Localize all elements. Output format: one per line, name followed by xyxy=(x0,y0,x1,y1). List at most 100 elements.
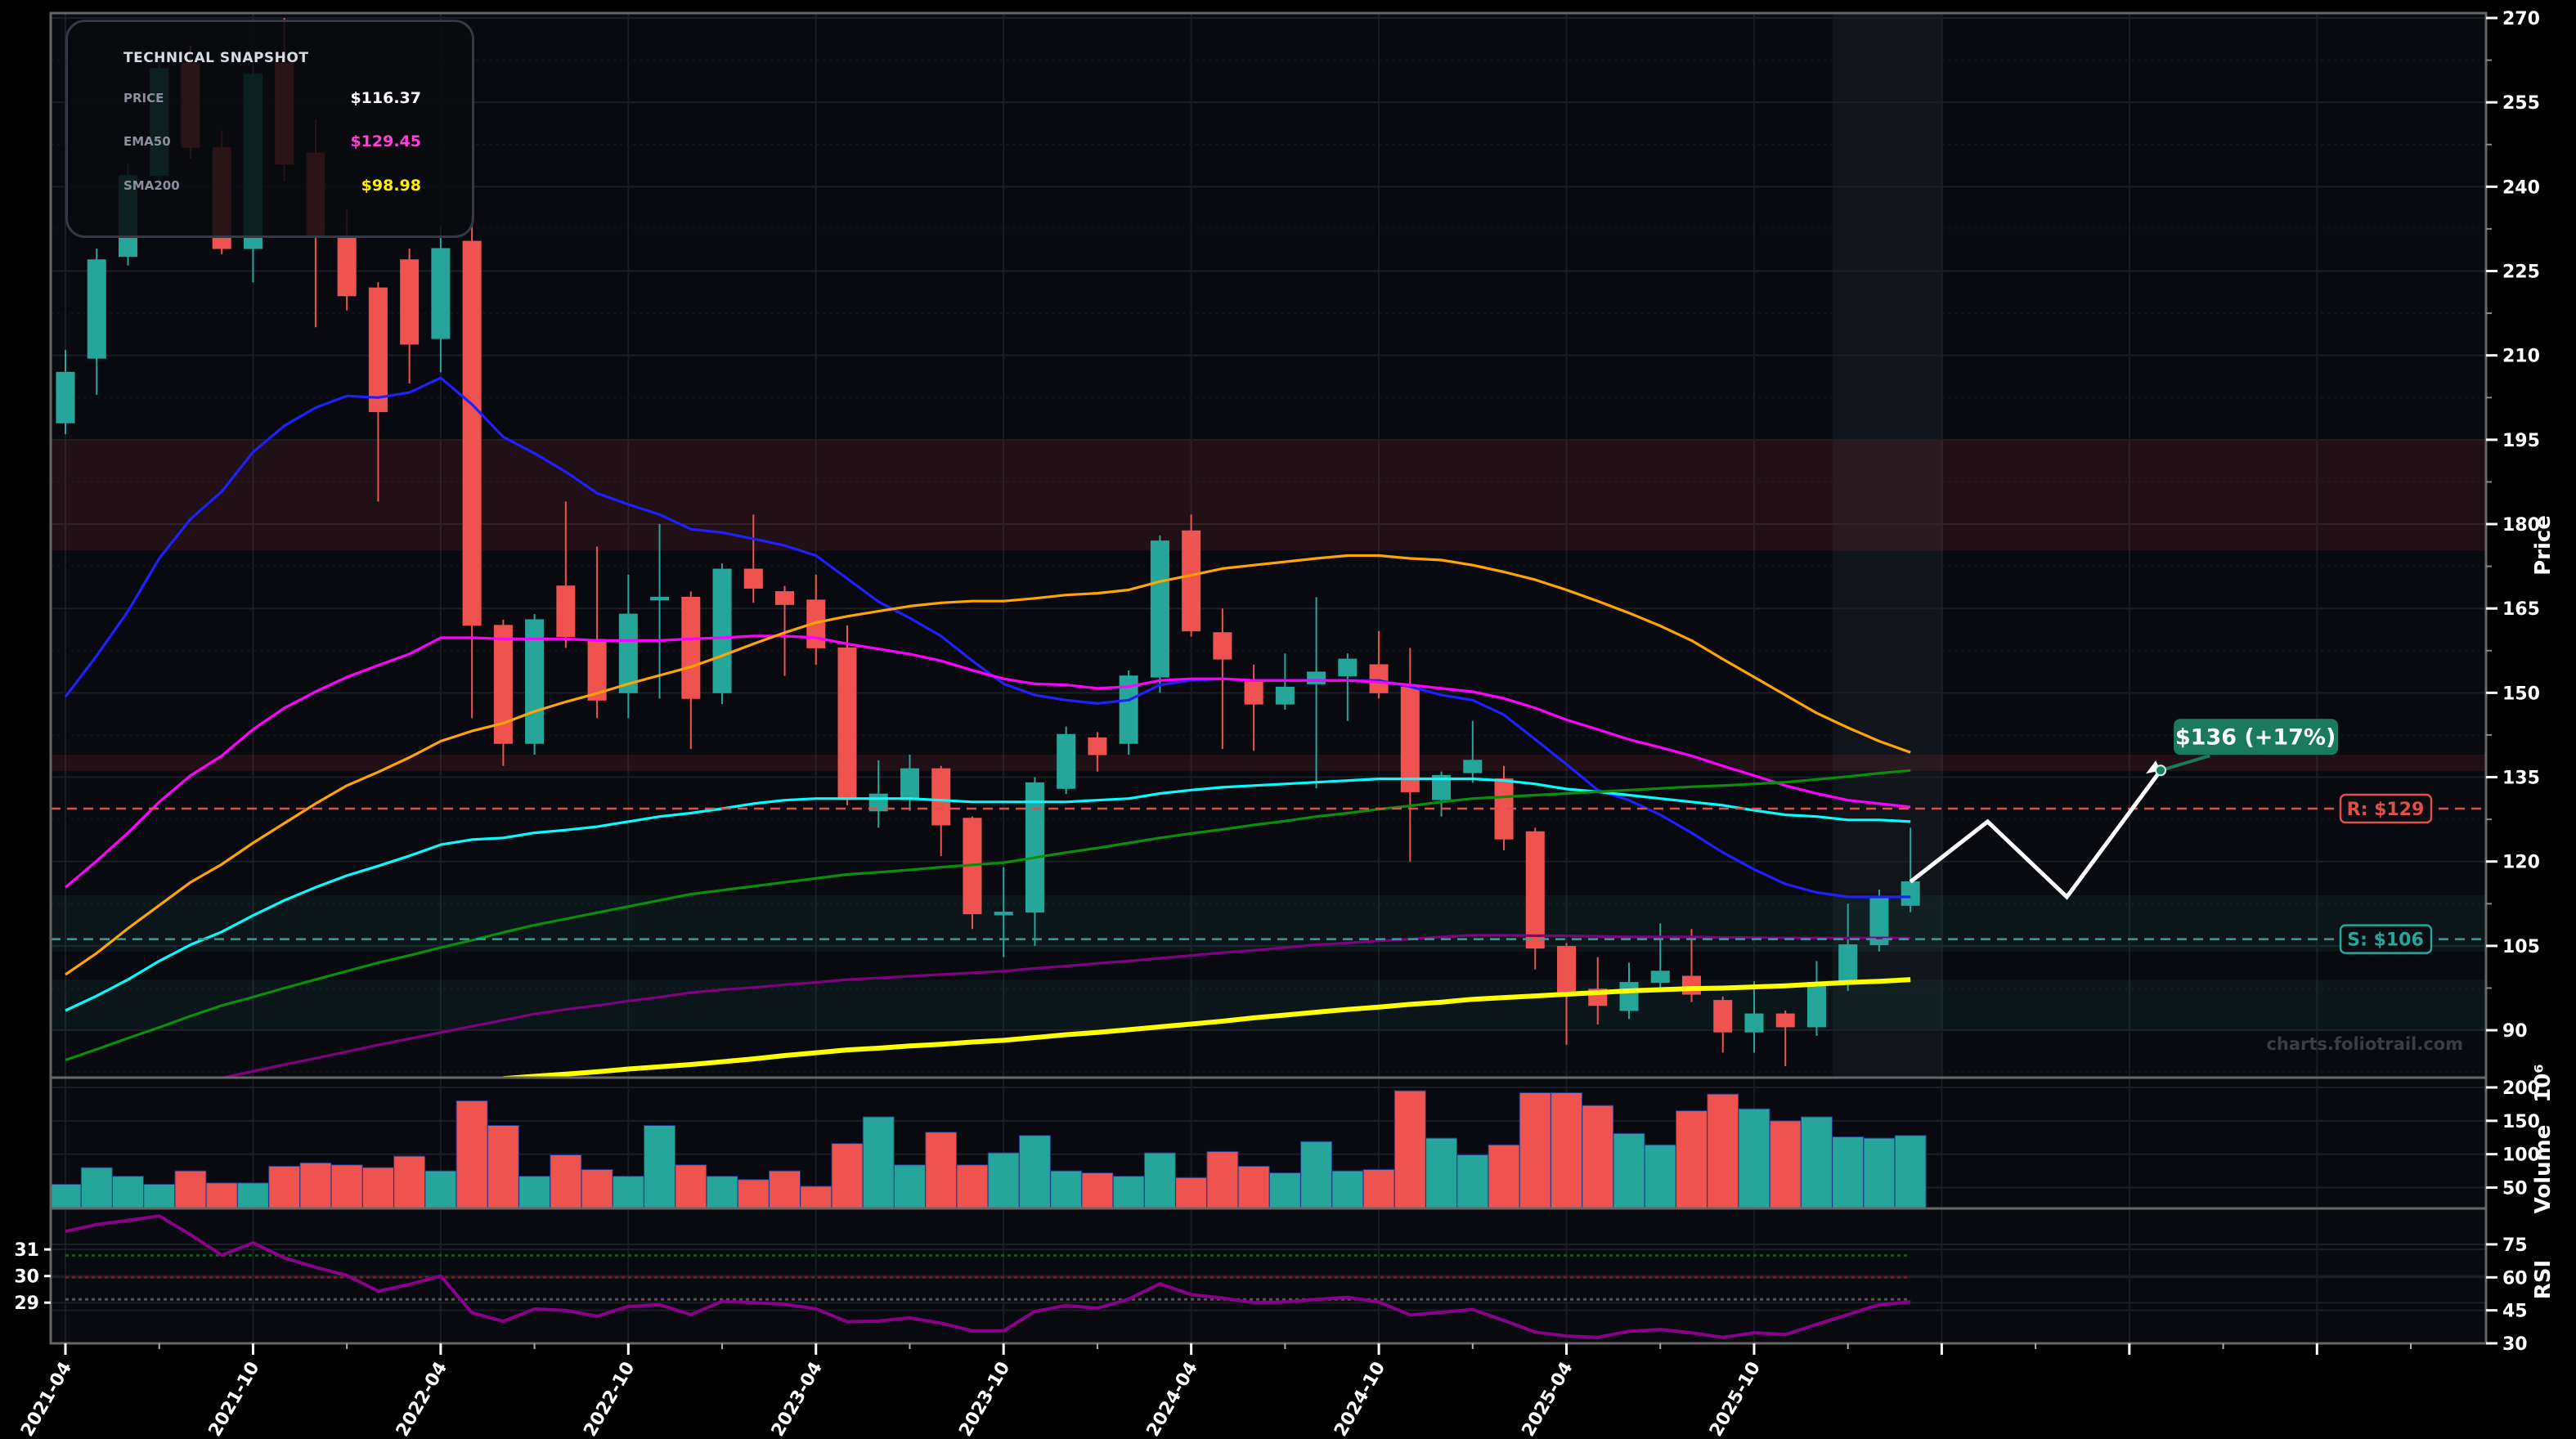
candle-down xyxy=(493,625,513,744)
volume-bar xyxy=(487,1125,519,1209)
volume-tick-label: 200 xyxy=(2502,1078,2540,1099)
candle-down xyxy=(556,585,576,638)
level-label: R: $129 xyxy=(2347,800,2425,820)
projection: $136 (+17%) xyxy=(1909,719,2339,900)
candle-down xyxy=(931,768,951,826)
volume-bar xyxy=(925,1132,958,1209)
moving-average-line xyxy=(503,977,1911,1078)
candle-up xyxy=(1806,982,1826,1028)
watermark: charts.foliotrail.com xyxy=(2266,1034,2463,1054)
price-tick-label: 150 xyxy=(2502,684,2540,704)
volume-bar xyxy=(1393,1090,1426,1209)
rsi-tick-label: 60 xyxy=(2502,1268,2528,1289)
snapshot-label: SMA200 xyxy=(123,178,180,193)
price-tick-label: 105 xyxy=(2502,937,2540,957)
volume-tick-label: 50 xyxy=(2502,1179,2528,1199)
rsi-left-tick-label: 30 xyxy=(14,1267,39,1288)
rsi-axis-label: RSI xyxy=(2531,1260,2556,1299)
candle-down xyxy=(1182,530,1201,632)
volume-bar xyxy=(1675,1110,1708,1209)
volume-bar xyxy=(1582,1105,1614,1209)
candlesticks xyxy=(56,18,1920,1067)
rsi-line xyxy=(65,1214,1911,1339)
volume-bar xyxy=(456,1100,488,1209)
price-tick-label: 210 xyxy=(2502,347,2540,367)
volume-bar xyxy=(1738,1108,1770,1209)
candle-down xyxy=(1369,664,1389,693)
candle-up xyxy=(1463,760,1483,773)
volume-bar xyxy=(1488,1144,1520,1209)
candle-down xyxy=(743,568,763,589)
volume-bar xyxy=(644,1125,676,1209)
snapshot-value: $116.37 xyxy=(350,89,421,107)
price-zone xyxy=(51,755,2486,771)
volume-bar xyxy=(1050,1170,1083,1209)
price-zone xyxy=(51,980,2486,1031)
snapshot-row-ema50: EMA50 $129.45 xyxy=(123,132,421,150)
level-label: S: $106 xyxy=(2347,930,2424,951)
candle-up xyxy=(1432,774,1452,800)
candle-up xyxy=(1744,1013,1764,1033)
level-label-box xyxy=(2339,793,2433,824)
candle-down xyxy=(462,240,482,626)
candle-up xyxy=(87,259,106,359)
volume-bar xyxy=(236,1182,269,1209)
candle-up xyxy=(900,768,919,800)
rsi-tick-label: 75 xyxy=(2502,1235,2528,1256)
volume-bar xyxy=(581,1168,613,1209)
volume-bar xyxy=(1519,1092,1551,1209)
volume-bar xyxy=(1800,1116,1833,1209)
projection-connector xyxy=(2160,754,2210,773)
candle-up xyxy=(431,248,451,339)
price-tick-label: 270 xyxy=(2502,9,2540,29)
candle-down xyxy=(1088,737,1107,755)
volume-bar xyxy=(1425,1137,1458,1209)
volume-bar xyxy=(80,1167,113,1209)
candle-down xyxy=(1681,975,1701,995)
volume-bar xyxy=(518,1176,551,1209)
volume-bar xyxy=(1362,1168,1395,1209)
candle-up xyxy=(1307,671,1326,684)
candle-down xyxy=(1400,686,1420,792)
price-zone xyxy=(51,894,2486,952)
snapshot-value: $129.45 xyxy=(350,132,421,150)
candle-down xyxy=(837,647,857,800)
candle-up xyxy=(994,912,1013,916)
projection-label: $136 (+17%) xyxy=(2175,724,2336,750)
candle-down xyxy=(1213,632,1232,660)
candle-up xyxy=(1057,733,1076,789)
volume-bar xyxy=(330,1164,363,1209)
price-tick-label: 180 xyxy=(2502,515,2540,536)
snapshot-row-price: PRICE $116.37 xyxy=(123,89,421,107)
candle-down xyxy=(400,259,420,345)
candle-up xyxy=(1650,971,1670,984)
volume-bar xyxy=(1206,1150,1239,1209)
candle-up xyxy=(1838,944,1858,984)
volume-bar xyxy=(612,1176,644,1209)
price-axis-label: Price xyxy=(2531,515,2556,576)
level-label-box xyxy=(2339,924,2433,954)
price-tick-label: 135 xyxy=(2502,769,2540,789)
volume-offset-label: 10⁶ xyxy=(2531,1064,2556,1103)
candle-up xyxy=(712,568,732,693)
rsi-left-tick-label: 29 xyxy=(14,1293,39,1314)
snapshot-title: TECHNICAL SNAPSHOT xyxy=(123,50,309,66)
volume-bar xyxy=(550,1154,582,1209)
grid-lines xyxy=(51,13,2486,1343)
volume-bar xyxy=(956,1164,989,1209)
candle-down xyxy=(806,599,826,648)
projection-label-box xyxy=(2174,719,2339,755)
candle-down xyxy=(368,287,388,412)
moving-average-line xyxy=(65,554,1911,976)
volume-bar xyxy=(1300,1141,1333,1209)
volume-tick-label: 100 xyxy=(2502,1145,2540,1166)
volume-bar xyxy=(1456,1154,1489,1209)
volume-axis-label: Volume xyxy=(2531,1125,2556,1214)
candle-down xyxy=(1557,946,1577,993)
volume-bar xyxy=(737,1179,770,1209)
volume-bar xyxy=(1707,1093,1739,1209)
volume-tick-label: 150 xyxy=(2502,1112,2540,1132)
moving-average-line xyxy=(65,769,1911,1062)
volume-bar xyxy=(800,1186,832,1209)
